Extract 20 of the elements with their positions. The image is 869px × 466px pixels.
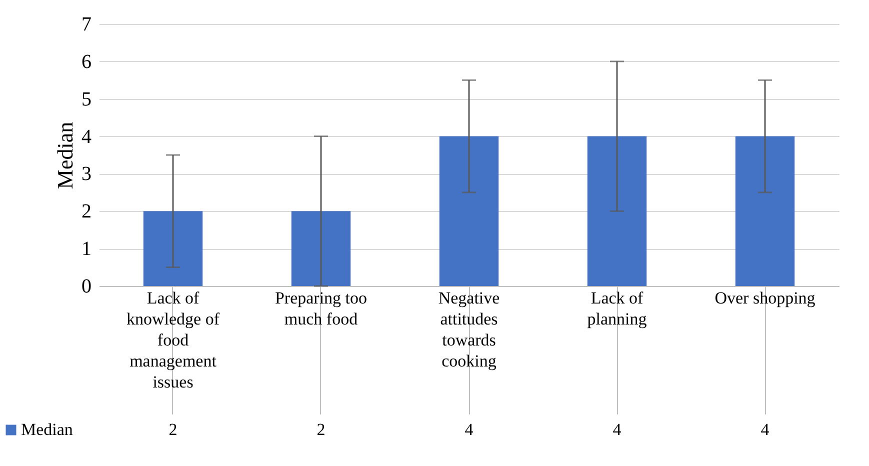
x-tick-label: Lack of planning (587, 288, 648, 328)
y-tick-label: 6 (82, 50, 92, 73)
x-tick-label: Preparing too much food (274, 288, 368, 328)
y-tick-label: 0 (82, 276, 92, 298)
y-tick-label: 5 (82, 88, 92, 110)
y-tick-label: 1 (82, 238, 92, 260)
data-label: 2 (316, 420, 326, 439)
data-label: 4 (612, 420, 622, 439)
legend-label: Median (21, 420, 74, 439)
y-tick-label: 4 (82, 126, 92, 148)
x-tick-label: Over shopping (714, 288, 816, 308)
x-tick-label: Negative attitudes towards cooking (438, 288, 500, 370)
data-label: 4 (464, 420, 474, 439)
y-axis-title: Median (52, 122, 78, 190)
x-tick-label: Lack of knowledge of food management issues (126, 288, 220, 392)
data-label: 2 (168, 420, 178, 439)
y-tick-label: 2 (82, 200, 92, 223)
y-tick-label: 3 (82, 163, 92, 186)
data-label: 4 (760, 420, 770, 439)
y-tick-label: 7 (82, 14, 92, 36)
